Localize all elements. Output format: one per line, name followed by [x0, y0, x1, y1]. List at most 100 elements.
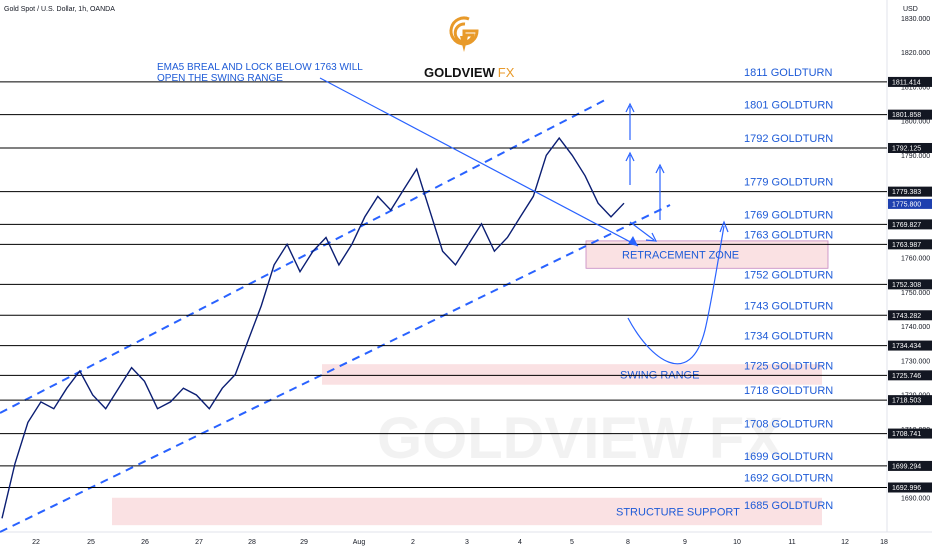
y-tick-label: 1730.000	[901, 358, 930, 365]
price-badge-label: 1692.996	[892, 485, 921, 492]
zone-swing	[322, 364, 822, 385]
goldturn-label: 1734 GOLDTURN	[744, 331, 833, 343]
x-tick-label: 2	[411, 539, 415, 546]
price-badge	[888, 109, 932, 120]
price-badge-label: 1734.434	[892, 343, 921, 350]
y-tick-label: 1750.000	[901, 290, 930, 297]
x-tick-label: 12	[841, 539, 849, 546]
price-series-line	[1, 136, 625, 519]
price-badge-label: 1811.414	[892, 79, 921, 86]
x-tick-label: 28	[248, 539, 256, 546]
up-arrows	[625, 102, 729, 365]
zone-label-structure: STRUCTURE SUPPORT	[616, 506, 740, 518]
current-price-badge-label: 1775.800	[892, 201, 921, 208]
goldturn-label: 1792 GOLDTURN	[744, 133, 833, 145]
x-tick-label: Aug	[353, 539, 366, 546]
price-badge	[888, 76, 932, 87]
swing-curve-head-icon	[719, 220, 729, 233]
zone-label-retracement: RETRACEMENT ZONE	[622, 250, 739, 262]
price-badge	[888, 186, 932, 197]
price-badge	[888, 370, 932, 381]
down-arrow-short	[629, 221, 655, 241]
goldturn-label: 1699 GOLDTURN	[744, 451, 833, 463]
price-badge-label: 1699.294	[892, 463, 921, 470]
price-badge-label: 1725.746	[892, 373, 921, 380]
channel-lower-line	[0, 204, 671, 533]
watermark-text: GOLDVIEW FX	[377, 406, 783, 471]
price-badge-label: 1779.383	[892, 189, 921, 196]
y-tick-label: 1760.000	[901, 256, 930, 263]
annotation-text-line2: OPEN THE SWING RANGE	[157, 73, 283, 84]
channel-upper-line	[0, 99, 606, 414]
x-tick-label: 5	[570, 539, 574, 546]
up-arrow-1-head-icon	[625, 102, 635, 113]
price-badge-label: 1763.987	[892, 242, 921, 249]
down-arrow-short-head-icon	[645, 232, 658, 242]
logo-drop-icon	[460, 36, 468, 52]
symbol-title: Gold Spot / U.S. Dollar, 1h, OANDA	[4, 6, 115, 13]
up-arrow-3-head-icon	[655, 163, 665, 174]
price-badge	[888, 239, 932, 250]
logo-g-icon	[449, 16, 479, 46]
price-badge	[888, 482, 932, 493]
price-axis	[887, 0, 932, 550]
x-tick-label: 29	[300, 539, 308, 546]
price-badge	[888, 310, 932, 321]
y-tick-label: 1800.000	[901, 119, 930, 126]
x-tick-label: 10	[733, 539, 741, 546]
price-badge-label: 1752.308	[892, 282, 921, 289]
goldturn-label: 1769 GOLDTURN	[744, 209, 833, 221]
x-tick-label: 27	[195, 539, 203, 546]
price-badge	[888, 428, 932, 439]
x-tick-label: 25	[87, 539, 95, 546]
y-tick-label: 1830.000	[901, 16, 930, 23]
swing-curve	[627, 225, 725, 365]
price-badge-label: 1743.282	[892, 313, 921, 320]
annotation-arrow-line	[319, 77, 639, 247]
goldturn-label: 1743 GOLDTURN	[744, 300, 833, 312]
price-badge	[888, 279, 932, 290]
x-tick-label: 9	[683, 539, 687, 546]
goldview-logo: GOLDVIEW FX	[424, 16, 515, 80]
goldturn-label: 1708 GOLDTURN	[744, 419, 833, 431]
goldturn-label: 1718 GOLDTURN	[744, 385, 833, 397]
goldturn-label: 1779 GOLDTURN	[744, 177, 833, 189]
x-tick-label: 11	[788, 539, 795, 546]
x-tick-label: 3	[465, 539, 469, 546]
price-badge-label: 1801.858	[892, 112, 921, 119]
up-arrow-2-head-icon	[625, 151, 635, 162]
price-badge	[888, 460, 932, 471]
price-badge	[888, 142, 932, 153]
currency-label: USD	[903, 6, 918, 13]
goldturn-label: 1801 GOLDTURN	[744, 100, 833, 112]
price-badge	[888, 340, 932, 351]
x-tick-label: 8	[626, 539, 630, 546]
x-tick-label: 22	[32, 539, 40, 546]
goldturn-label: 1725 GOLDTURN	[744, 360, 833, 372]
price-badge-label: 1769.827	[892, 222, 921, 229]
annotation-arrow-head-icon	[628, 236, 638, 246]
goldturn-label: 1752 GOLDTURN	[744, 269, 833, 281]
goldturn-label: 1685 GOLDTURN	[744, 500, 833, 512]
price-badge-label: 1708.741	[892, 431, 921, 438]
price-badge-label: 1792.125	[892, 145, 921, 152]
current-price-badge	[888, 198, 932, 209]
zone-retracement	[585, 240, 829, 269]
y-tick-label: 1690.000	[901, 495, 930, 502]
price-badge	[888, 395, 932, 406]
y-tick-label: 1810.000	[901, 84, 930, 91]
y-tick-label: 1790.000	[901, 153, 930, 160]
x-tick-label: 18	[880, 539, 888, 546]
y-tick-label: 1820.000	[901, 50, 930, 57]
annotation-text-line1: EMA5 BREAL AND LOCK BELOW 1763 WILL	[157, 62, 363, 73]
goldturn-label: 1692 GOLDTURN	[744, 472, 833, 484]
x-tick-label: 4	[518, 539, 522, 546]
price-badge-label: 1718.503	[892, 398, 921, 405]
price-badge	[888, 219, 932, 230]
goldturn-label: 1763 GOLDTURN	[744, 229, 833, 241]
logo-brand-main: GOLDVIEW FX	[424, 65, 515, 80]
zone-structure	[112, 497, 822, 526]
x-tick-label: 26	[141, 539, 149, 546]
